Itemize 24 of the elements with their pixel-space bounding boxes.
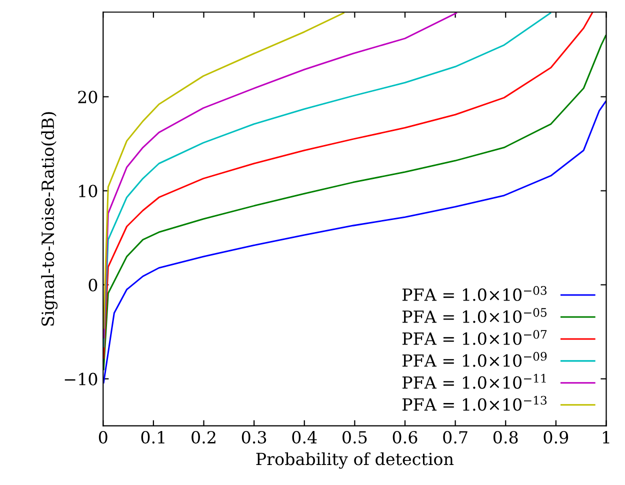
x-tick-label: 0.1: [141, 430, 164, 444]
y-axis-title: Signal-to-Noise-Ratio(dB): [41, 112, 58, 326]
y-tick-label: 0: [88, 278, 98, 292]
y-tick-label: 10: [79, 184, 98, 198]
x-tick-label: 0.6: [392, 430, 418, 444]
legend-label: PFA = 1.0×10$^{−13}$: [402, 396, 547, 411]
x-tick-label: 0.9: [544, 430, 568, 444]
legend-label: PFA = 1.0×10$^{−09}$: [402, 352, 547, 367]
x-tick-label: 0.3: [242, 430, 266, 444]
x-tick-label: 1: [602, 430, 610, 444]
y-tick-label: 20: [78, 90, 98, 104]
x-tick-label: 0.5: [342, 430, 367, 444]
legend-label: PFA = 1.0×10$^{−05}$: [402, 308, 547, 323]
legend-label: PFA = 1.0×10$^{−11}$: [402, 374, 546, 389]
x-tick-label: 0.4: [292, 430, 317, 444]
x-tick-label: 0: [98, 430, 108, 444]
line-series: [103, 12, 344, 329]
y-tick-label: −10: [64, 372, 98, 386]
x-tick-label: 0.7: [443, 430, 468, 444]
legend-label: PFA = 1.0×10$^{−07}$: [402, 330, 547, 345]
x-axis-title: Probability of detection: [256, 452, 454, 469]
x-tick-label: 0.8: [493, 430, 518, 444]
legend-label: PFA = 1.0×10$^{−03}$: [402, 286, 547, 301]
x-tick-label: 0.2: [192, 430, 216, 444]
